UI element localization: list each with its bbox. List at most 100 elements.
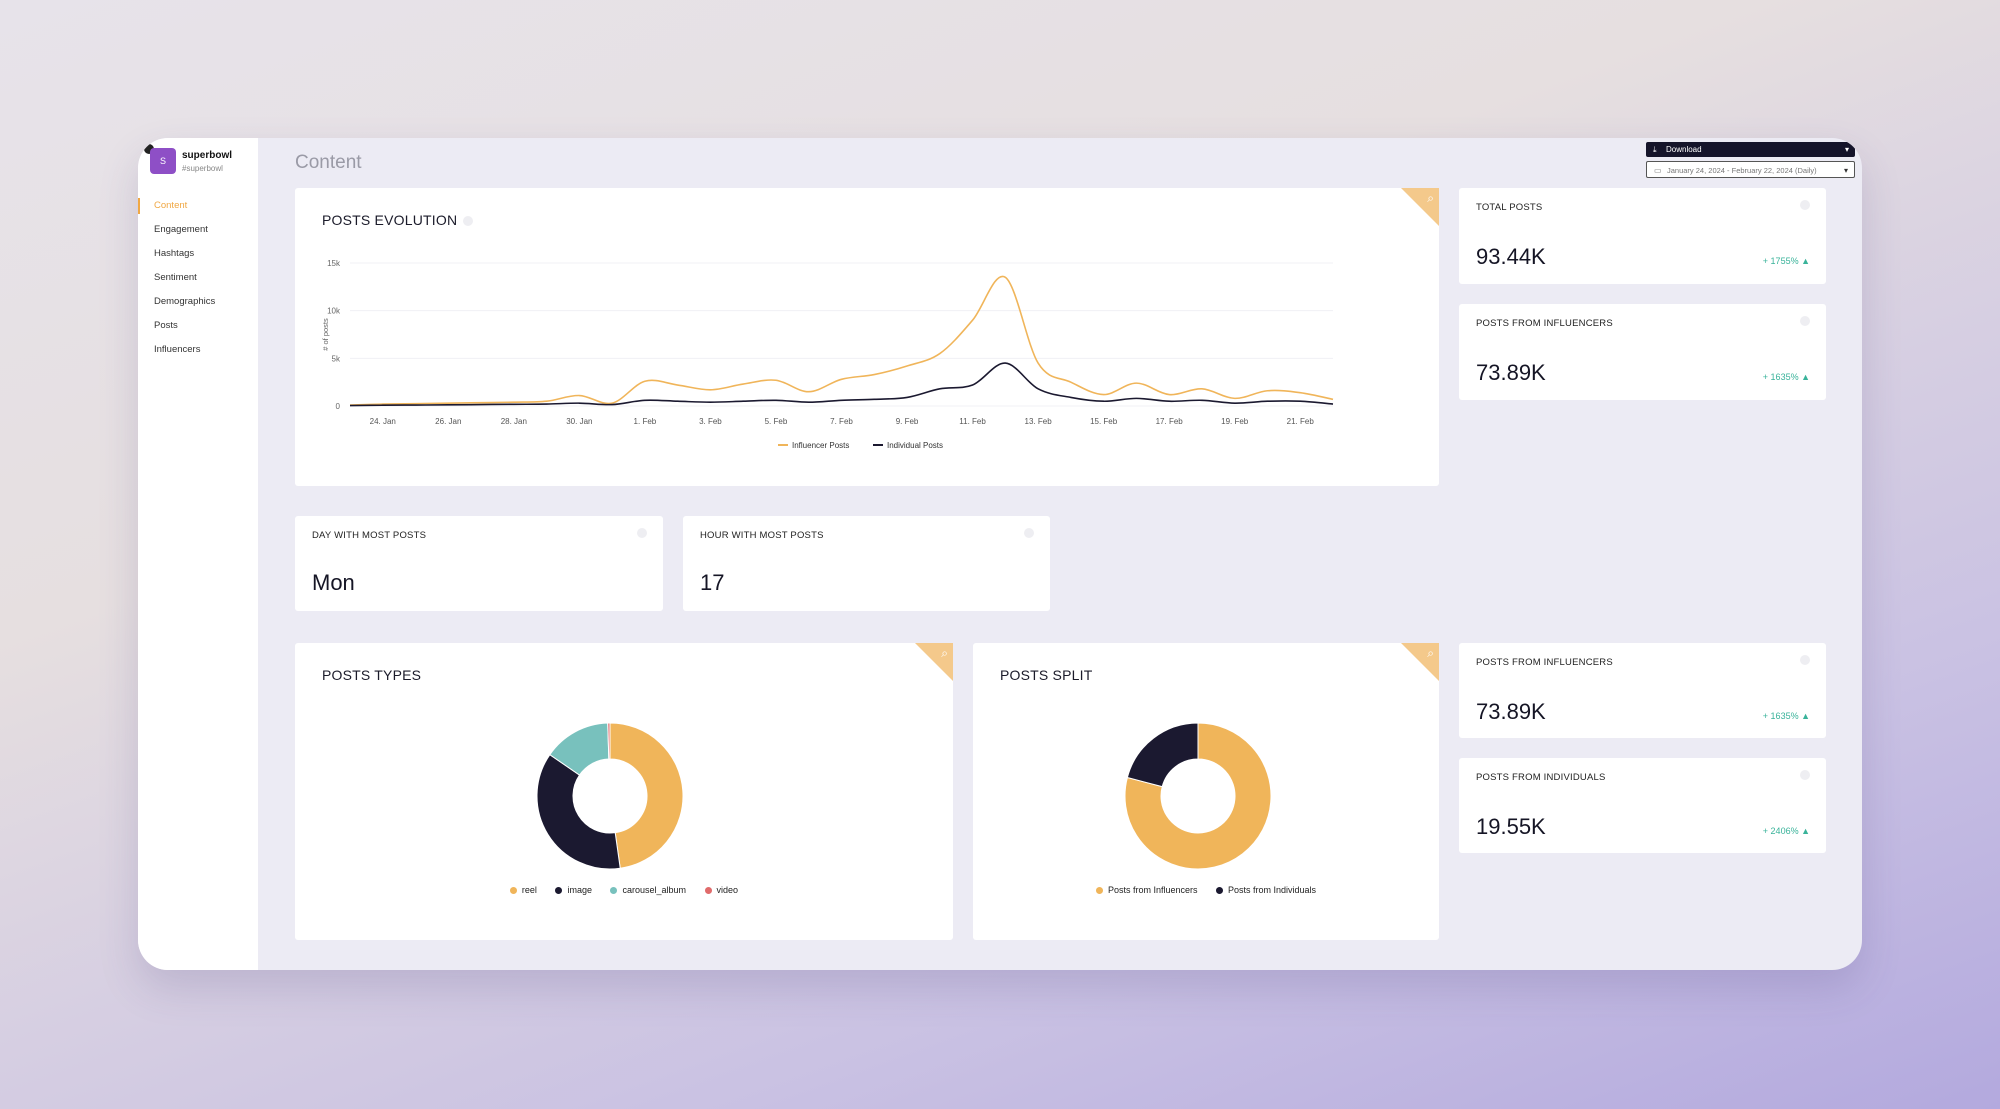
posts-from-influencers-value: 73.89K [1476,360,1546,385]
info-icon[interactable] [1800,655,1810,665]
x-tick-label: 15. Feb [1090,417,1118,426]
download-button[interactable]: ⤓ Download ▾ [1646,142,1855,157]
x-tick-label: 5. Feb [765,417,788,426]
slice-posts-from-individuals [1126,722,1199,788]
legend-label: Influencer Posts [792,441,849,450]
info-icon[interactable] [637,528,647,538]
posts-evolution-title: POSTS EVOLUTION [322,212,474,228]
x-tick-label: 11. Feb [959,417,986,426]
chevron-down-icon: ▾ [1844,145,1849,154]
x-tick-label: 7. Feb [830,417,853,426]
sidebar-item-influencers[interactable]: Influencers [154,344,201,355]
search-icon[interactable]: ⌕ [1427,646,1434,660]
series-line-influencer-posts [349,275,1334,406]
hour-most-posts-card: HOUR WITH MOST POSTS 17 [683,516,1050,611]
x-tick-label: 13. Feb [1025,417,1053,426]
hour-most-posts-value: 17 [700,570,725,595]
posts-from-influencers-card-top: POSTS FROM INFLUENCERS 73.89K + 1635% ▲ [1459,304,1826,400]
date-range-picker[interactable]: ▭ January 24, 2024 - February 22, 2024 (… [1646,161,1855,178]
day-most-posts-card: DAY WITH MOST POSTS Mon [295,516,663,611]
search-icon[interactable]: ⌕ [1427,191,1434,205]
legend-item-individuals[interactable]: Posts from Individuals [1216,885,1316,895]
sidebar-item-hashtags[interactable]: Hashtags [154,248,195,259]
posts-from-influencers-title: POSTS FROM INFLUENCERS [1476,657,1613,668]
posts-evolution-chart: 0 5k 10k 15k # of posts 24. Jan 26. Jan 28. Jan… [321,259,1334,450]
posts-from-influencers-delta: + 1635% ▲ [1762,372,1810,382]
day-most-posts-title: DAY WITH MOST POSTS [312,530,427,541]
total-posts-title: TOTAL POSTS [1476,202,1543,213]
posts-from-individuals-delta: + 2406% ▲ [1762,826,1810,836]
x-tick-label: 19. Feb [1221,417,1249,426]
sidebar-item-content[interactable]: Content [138,194,258,218]
x-tick-label: 30. Jan [566,417,592,426]
sidebar-item-posts[interactable]: Posts [154,320,178,331]
posts-types-legend: reel image carousel_album video [295,885,953,895]
total-posts-card: TOTAL POSTS 93.44K + 1755% ▲ [1459,188,1826,284]
posts-split-legend: Posts from Influencers Posts from Indivi… [973,885,1439,895]
posts-from-individuals-value: 19.55K [1476,814,1546,839]
x-tick-label: 3. Feb [699,417,722,426]
legend-item-carousel-album[interactable]: carousel_album [610,885,686,895]
brand-handle: #superbowl [182,164,223,173]
posts-types-chart [536,722,684,870]
slice-video [607,722,611,760]
sidebar: S superbowl #superbowl Content Engagemen… [138,138,258,970]
brand-name: superbowl [182,150,233,161]
posts-from-influencers-delta: + 1635% ▲ [1762,711,1810,721]
legend-item-image[interactable]: image [555,885,592,895]
app-window: S superbowl #superbowl Content Engagemen… [138,138,1862,970]
legend-item-influencers[interactable]: Posts from Influencers [1095,885,1197,895]
date-range-label: January 24, 2024 - February 22, 2024 (Da… [1667,166,1817,175]
hour-most-posts-title: HOUR WITH MOST POSTS [700,530,824,541]
day-most-posts-value: Mon [312,570,355,595]
legend-item-reel[interactable]: reel [509,885,537,895]
x-tick-label: 24. Jan [370,417,396,426]
info-icon[interactable] [1800,770,1810,780]
sidebar-item-sentiment[interactable]: Sentiment [154,272,197,283]
posts-split-card: ⌕ POSTS SPLIT Posts from Influencers Pos… [973,643,1439,940]
info-icon[interactable] [1024,528,1034,538]
info-icon[interactable] [463,216,474,227]
info-icon[interactable] [1800,200,1810,210]
zoom-corner[interactable] [1401,188,1439,226]
legend-label: Individual Posts [887,441,943,450]
brand-logo [144,144,154,154]
x-tick-label: 17. Feb [1156,417,1184,426]
page-title: Content [295,152,362,173]
slice-image [536,753,621,870]
x-tick-label: 1. Feb [634,417,657,426]
y-axis-label: # of posts [321,318,330,351]
posts-split-chart [1124,722,1272,870]
series-line-individual-posts [349,362,1334,407]
posts-split-title: POSTS SPLIT [1000,667,1093,683]
posts-from-individuals-card: POSTS FROM INDIVIDUALS 19.55K + 2406% ▲ [1459,758,1826,853]
sidebar-item-demographics[interactable]: Demographics [154,296,216,307]
y-tick-label: 10k [327,307,341,316]
y-tick-label: 5k [332,354,341,363]
total-posts-delta: + 1755% ▲ [1762,256,1810,266]
total-posts-value: 93.44K [1476,244,1546,269]
posts-from-influencers-card: POSTS FROM INFLUENCERS 73.89K + 1635% ▲ [1459,643,1826,738]
posts-evolution-card: ⌕ POSTS EVOLUTION 0 5k 10k 15k # of posts 24.… [295,188,1439,486]
search-icon[interactable]: ⌕ [941,646,948,660]
x-tick-label: 28. Jan [501,417,527,426]
sidebar-item-engagement[interactable]: Engagement [154,224,208,235]
download-label: Download [1666,145,1702,154]
legend-item-video[interactable]: video [704,885,738,895]
calendar-icon: ▭ [1654,166,1662,175]
slice-posts-from-influencers [1124,722,1272,870]
info-icon[interactable] [1800,316,1810,326]
y-tick-label: 0 [336,402,341,411]
slice-reel [609,722,684,869]
download-icon: ⤓ [1653,145,1657,154]
posts-types-title: POSTS TYPES [322,667,422,683]
avatar[interactable]: S [150,148,176,174]
zoom-corner[interactable] [1401,643,1439,681]
chevron-down-icon: ▾ [1843,166,1848,175]
posts-from-individuals-title: POSTS FROM INDIVIDUALS [1476,772,1606,783]
posts-from-influencers-value: 73.89K [1476,699,1546,724]
posts-from-influencers-title: POSTS FROM INFLUENCERS [1476,318,1613,329]
x-tick-label: 26. Jan [435,417,461,426]
zoom-corner[interactable] [915,643,953,681]
sidebar-nav: Content Engagement Hashtags Sentiment De… [138,194,258,362]
